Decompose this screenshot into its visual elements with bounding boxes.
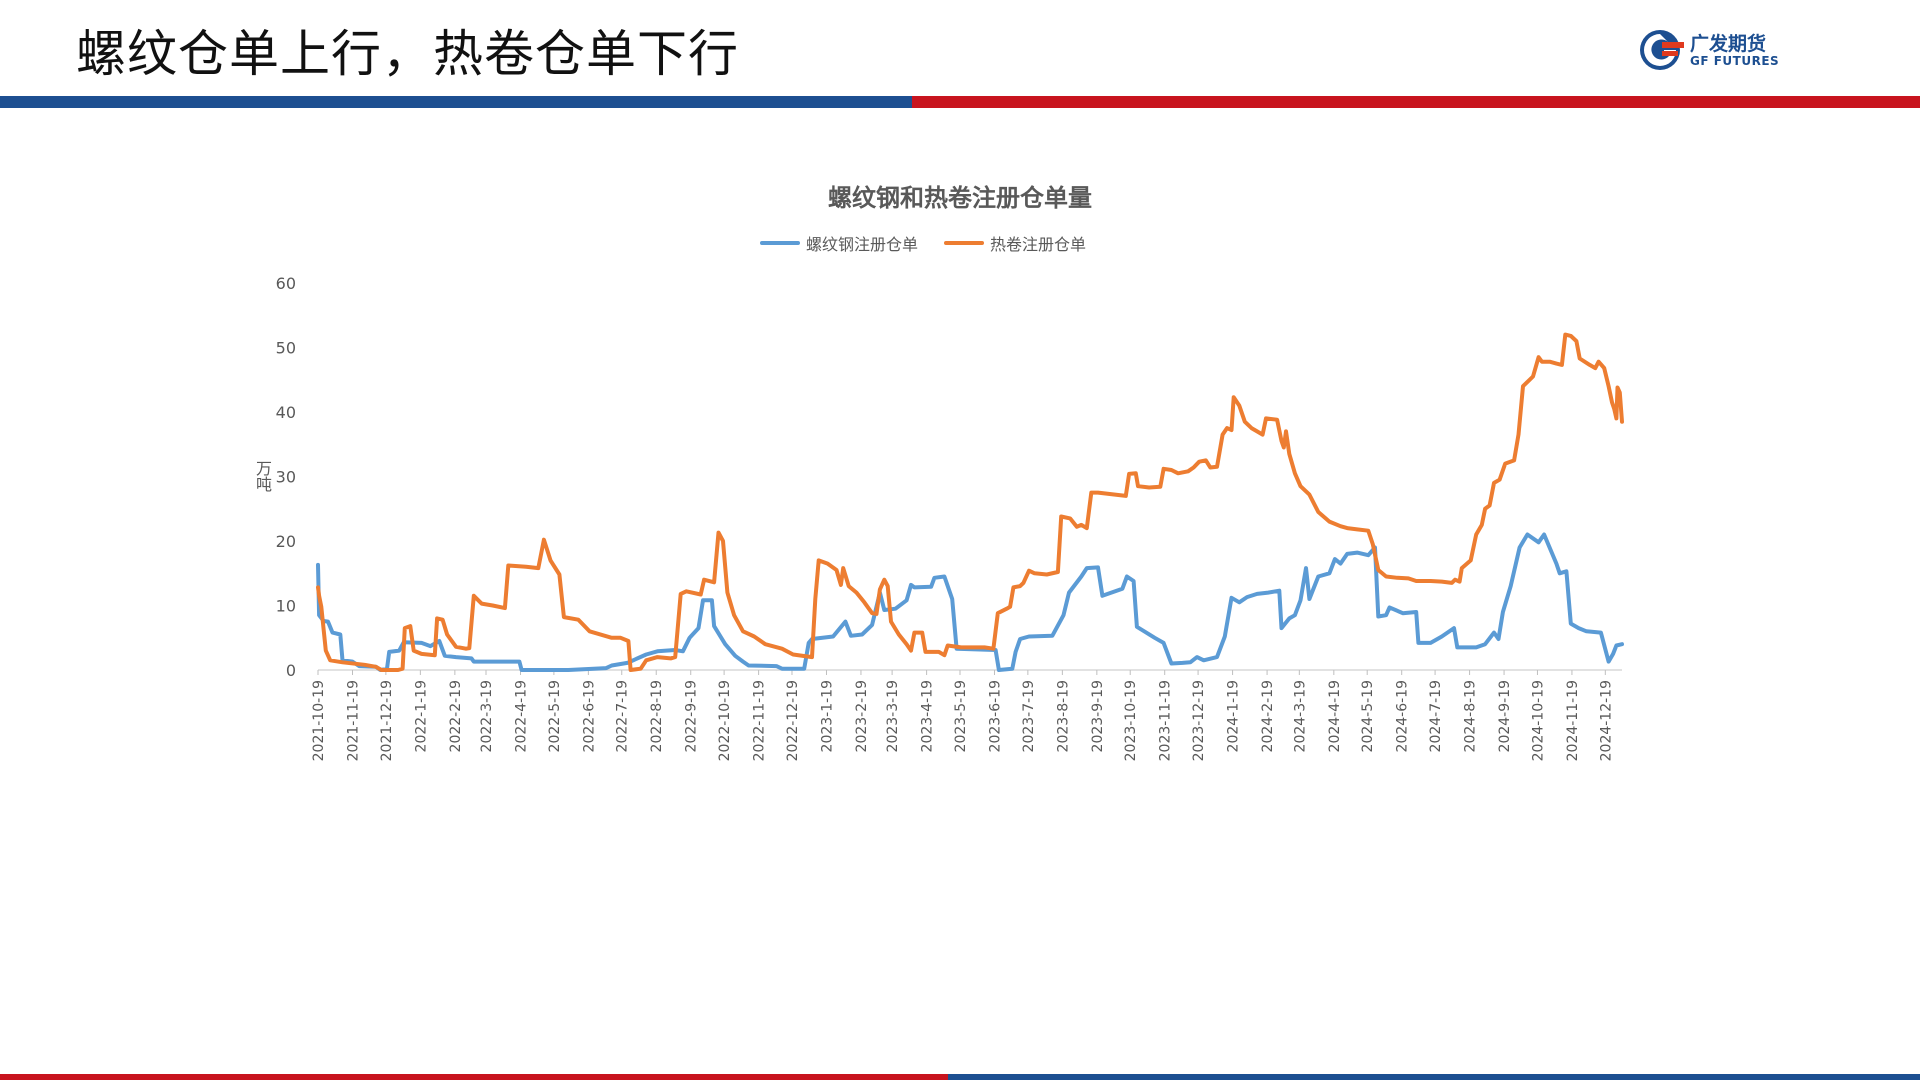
x-tick-label: 2023-6-19 — [987, 680, 1003, 752]
chart-legend: 螺纹钢注册仓单 热卷注册仓单 — [760, 232, 1112, 254]
x-tick-label: 2023-12-19 — [1191, 680, 1207, 761]
x-tick-label: 2024-3-19 — [1292, 680, 1308, 752]
x-tick-label: 2023-5-19 — [953, 680, 969, 752]
gf-logo: 广发期货 GF FUTURES — [1638, 26, 1798, 76]
gf-logo-icon — [1640, 30, 1684, 70]
series-line-hrc — [316, 332, 1624, 672]
y-tick-label: 50 — [276, 339, 296, 358]
logo-text-en: GF FUTURES — [1690, 54, 1780, 68]
x-tick-label: 2022-10-19 — [717, 680, 733, 761]
x-tick-label: 2024-4-19 — [1327, 680, 1343, 752]
y-tick-label: 0 — [286, 661, 296, 680]
x-tick-label: 2024-9-19 — [1497, 680, 1513, 752]
x-tick-label: 2022-5-19 — [547, 680, 563, 752]
x-tick-label: 2022-1-19 — [413, 680, 429, 752]
x-tick-label: 2023-11-19 — [1158, 680, 1174, 761]
x-tick-label: 2022-4-19 — [513, 680, 529, 752]
x-tick-label: 2024-10-19 — [1530, 680, 1546, 761]
x-tick-label: 2023-7-19 — [1021, 680, 1037, 752]
x-tick-label: 2024-1-19 — [1226, 680, 1242, 752]
y-tick-label: 10 — [276, 597, 296, 616]
x-tick-label: 2022-6-19 — [581, 680, 597, 752]
x-tick-label: 2023-2-19 — [854, 680, 870, 752]
legend-item-hrc: 热卷注册仓单 — [944, 231, 1086, 255]
x-tick-label: 2023-4-19 — [920, 680, 936, 752]
x-tick-label: 2022-7-19 — [615, 680, 631, 752]
x-tick-label: 2022-8-19 — [649, 680, 665, 752]
x-tick-label: 2024-7-19 — [1428, 680, 1444, 752]
x-tick-label: 2022-12-19 — [785, 680, 801, 761]
y-tick-label: 30 — [276, 468, 296, 487]
x-tick-label: 2024-5-19 — [1360, 680, 1376, 752]
y-tick-label: 60 — [276, 274, 296, 293]
legend-label-rebar: 螺纹钢注册仓单 — [806, 235, 919, 254]
x-tick-label: 2024-8-19 — [1463, 680, 1479, 752]
x-tick-label: 2022-2-19 — [448, 680, 464, 752]
legend-label-hrc: 热卷注册仓单 — [990, 235, 1087, 254]
x-tick-label: 2023-3-19 — [885, 680, 901, 752]
x-tick-label: 2023-1-19 — [819, 680, 835, 752]
x-tick-label: 2023-8-19 — [1055, 680, 1071, 752]
x-tick-label: 2024-2-19 — [1260, 680, 1276, 752]
bottom-bar-blue — [948, 1074, 1920, 1080]
top-bar-red — [912, 96, 1920, 108]
y-tick-label: 40 — [276, 403, 296, 422]
legend-item-rebar: 螺纹钢注册仓单 — [760, 231, 918, 255]
x-tick-label: 2024-6-19 — [1395, 680, 1411, 752]
bottom-bar-red — [0, 1074, 948, 1080]
series-line-rebar — [316, 532, 1624, 672]
y-tick-label: 20 — [276, 532, 296, 551]
x-tick-label: 2022-9-19 — [684, 680, 700, 752]
x-tick-label: 2022-11-19 — [752, 680, 768, 761]
legend-swatch-rebar — [760, 241, 800, 245]
x-tick-label: 2023-9-19 — [1090, 680, 1106, 752]
x-tick-label: 2024-12-19 — [1598, 680, 1614, 761]
slide-title: 螺纹仓单上行，热卷仓单下行 — [76, 25, 739, 83]
chart-title: 螺纹钢和热卷注册仓单量 — [828, 183, 1092, 212]
y-axis-label: 万吨 — [253, 460, 272, 492]
x-tick-label: 2024-11-19 — [1565, 680, 1581, 761]
x-tick-label: 2021-11-19 — [345, 680, 361, 761]
x-tick-label: 2023-10-19 — [1123, 680, 1139, 761]
top-bar-blue — [0, 96, 912, 108]
legend-swatch-hrc — [944, 241, 985, 245]
x-tick-label: 2021-10-19 — [311, 680, 327, 761]
x-tick-label: 2022-3-19 — [479, 680, 495, 752]
x-tick-label: 2021-12-19 — [379, 680, 395, 761]
logo-text-cn: 广发期货 — [1690, 33, 1767, 55]
